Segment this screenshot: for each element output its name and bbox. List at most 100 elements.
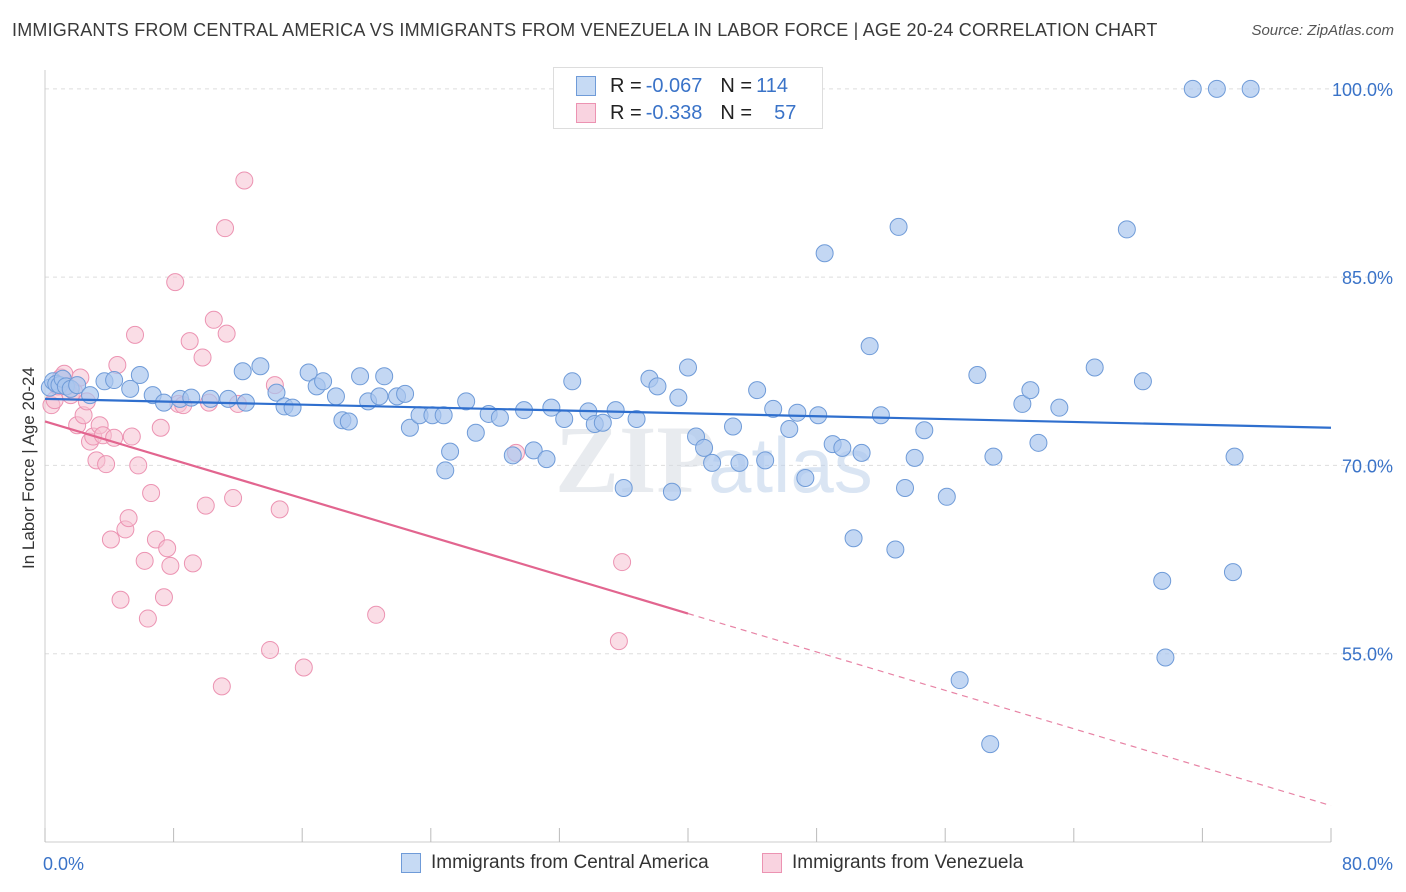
central-america-point xyxy=(326,387,345,406)
central-america-point xyxy=(950,671,969,690)
central-america-point xyxy=(593,413,612,432)
central-america-point xyxy=(695,438,714,457)
central-america-point xyxy=(68,376,87,395)
central-america-point xyxy=(233,362,252,381)
central-america-point xyxy=(1156,648,1175,667)
y-tick-label: 100.0% xyxy=(1332,80,1393,100)
central-america-point xyxy=(1207,79,1226,98)
legend-swatch-pink xyxy=(576,103,596,123)
y-axis-label: In Labor Force | Age 20-24 xyxy=(19,367,38,569)
legend-n-value: 57 xyxy=(774,101,797,124)
venezuela-point xyxy=(105,428,124,447)
central-america-point xyxy=(490,408,509,427)
central-america-point xyxy=(555,409,574,428)
central-america-point xyxy=(339,412,358,431)
central-america-point xyxy=(105,371,124,390)
central-america-point xyxy=(679,358,697,377)
central-america-point xyxy=(434,406,453,425)
source-label: Source: ZipAtlas.com xyxy=(1251,22,1394,39)
central-america-point xyxy=(436,461,455,480)
legend-row-venezuela: R = -0.338 N = 57 xyxy=(576,101,796,125)
central-america-point xyxy=(121,379,140,398)
chart-title: IMMIGRANTS FROM CENTRAL AMERICA VS IMMIG… xyxy=(12,20,1158,40)
venezuela-point xyxy=(212,677,231,696)
legend-item-venezuela[interactable]: Immigrants from Venezuela xyxy=(762,852,1023,874)
y-tick-label: 85.0% xyxy=(1342,268,1393,288)
legend-row-central-america: R = -0.067 N = 114 xyxy=(576,74,788,98)
central-america-point xyxy=(703,453,722,472)
legend-label-venezuela: Immigrants from Venezuela xyxy=(792,852,1024,873)
central-america-point xyxy=(130,366,149,385)
venezuela-point xyxy=(158,539,177,558)
venezuela-point xyxy=(367,605,386,624)
central-america-point xyxy=(724,417,743,436)
central-america-trend-line xyxy=(44,397,1332,429)
central-america-point xyxy=(905,448,924,467)
central-america-point xyxy=(764,399,783,418)
venezuela-point xyxy=(108,355,127,374)
venezuela-point xyxy=(111,590,130,609)
correlation-legend: R = -0.067 N = 114 R = -0.338 N = 57 xyxy=(553,67,823,129)
central-america-point xyxy=(748,381,767,400)
venezuela-point xyxy=(204,310,223,329)
central-america-point xyxy=(886,540,905,559)
central-america-point xyxy=(788,403,807,422)
central-america-point xyxy=(267,383,286,402)
venezuela-point xyxy=(97,455,116,474)
central-america-points xyxy=(40,79,1260,754)
venezuela-point xyxy=(217,324,236,343)
central-america-point xyxy=(351,367,370,386)
central-america-point xyxy=(1241,79,1260,98)
central-america-point xyxy=(457,392,476,411)
central-america-point xyxy=(815,244,834,263)
central-america-point xyxy=(1013,394,1032,413)
central-america-point xyxy=(937,487,956,506)
venezuela-trend-line-extension xyxy=(687,612,1332,807)
venezuela-point xyxy=(161,556,180,575)
venezuela-point xyxy=(224,489,243,508)
legend-r-label: R = xyxy=(610,101,642,124)
legend-n-label: N = xyxy=(720,101,753,124)
venezuela-point xyxy=(216,219,235,238)
central-america-point xyxy=(1085,358,1104,377)
legend-swatch-pink xyxy=(762,853,782,873)
central-america-point xyxy=(1029,433,1048,452)
central-america-point xyxy=(251,357,270,376)
legend-item-central-america[interactable]: Immigrants from Central America xyxy=(401,852,709,874)
central-america-point xyxy=(283,398,302,417)
venezuela-point xyxy=(609,632,628,651)
venezuela-point xyxy=(142,484,161,503)
y-tick-label: 70.0% xyxy=(1342,456,1393,476)
central-america-point xyxy=(796,468,815,487)
axes xyxy=(44,70,1332,843)
legend-swatch-blue xyxy=(576,76,596,96)
venezuela-point xyxy=(166,273,185,292)
central-america-point xyxy=(844,529,863,548)
central-america-point xyxy=(662,482,681,501)
central-america-point xyxy=(627,409,646,428)
legend-r-value: -0.338 xyxy=(645,101,703,124)
central-america-point xyxy=(1117,220,1136,239)
central-america-point xyxy=(542,398,561,417)
legend-n-label: N = xyxy=(720,74,753,97)
tick-labels: 55.0% 70.0% 85.0% 100.0% 0.0% 80.0% xyxy=(43,80,1393,874)
central-america-point xyxy=(537,450,556,469)
central-america-point xyxy=(860,337,879,356)
central-america-point xyxy=(614,479,633,498)
central-america-point xyxy=(370,387,389,406)
central-america-point xyxy=(1050,398,1069,417)
venezuela-point xyxy=(151,418,170,437)
venezuela-point xyxy=(138,609,157,628)
central-america-point xyxy=(833,438,852,457)
legend-n-value: 114 xyxy=(756,74,788,97)
central-america-point xyxy=(852,443,871,462)
central-america-point xyxy=(968,366,987,385)
trend-lines xyxy=(44,397,1332,807)
x-tick-label: 0.0% xyxy=(43,854,84,874)
venezuela-point xyxy=(101,530,120,549)
venezuela-point xyxy=(235,171,254,190)
venezuela-point xyxy=(135,551,154,570)
x-tick-label: 80.0% xyxy=(1342,854,1393,874)
legend-swatch-blue xyxy=(401,853,421,873)
